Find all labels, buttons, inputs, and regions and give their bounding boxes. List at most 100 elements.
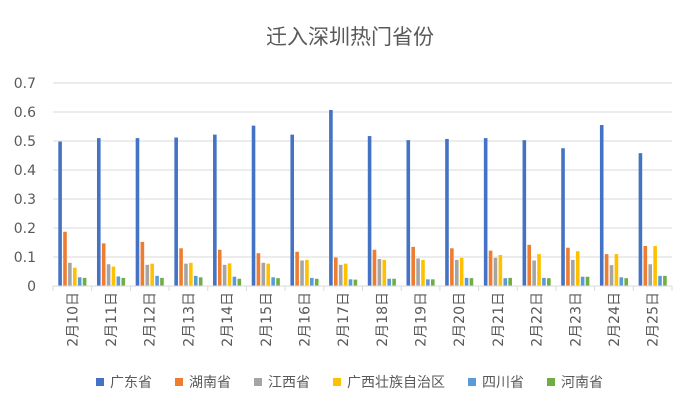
bar <box>367 136 372 286</box>
bar <box>411 246 415 286</box>
bar <box>343 263 348 286</box>
bar <box>653 245 657 286</box>
bar <box>445 138 449 286</box>
bar <box>310 277 314 286</box>
bar <box>101 243 106 286</box>
x-tick-label: 2月15日 <box>259 292 275 347</box>
bar <box>585 276 590 286</box>
legend-swatch <box>468 378 476 386</box>
bar <box>155 275 159 286</box>
bar <box>77 277 82 286</box>
bar <box>624 278 629 286</box>
bar <box>72 267 77 286</box>
x-tick-label: 2月23日 <box>568 292 584 347</box>
bar <box>377 259 382 286</box>
bar <box>193 275 198 286</box>
bar <box>382 259 387 286</box>
bar <box>174 137 178 286</box>
x-tick-label: 2月20日 <box>452 292 468 347</box>
bar <box>305 259 309 286</box>
bar <box>387 278 391 286</box>
bar <box>392 278 396 286</box>
bar <box>179 248 183 286</box>
bar <box>503 278 508 286</box>
bar <box>121 277 126 286</box>
bar <box>599 125 604 286</box>
bar <box>145 264 150 286</box>
bar <box>266 263 271 286</box>
bar <box>261 262 266 286</box>
bar <box>295 251 299 286</box>
y-tick-label: 0.4 <box>14 163 36 179</box>
bar <box>82 277 87 286</box>
bar <box>63 231 67 286</box>
bar <box>643 245 648 286</box>
bar <box>314 278 319 286</box>
bar <box>334 257 338 286</box>
bar <box>459 257 464 286</box>
bar <box>406 140 411 286</box>
y-tick-label: 0.1 <box>14 250 36 266</box>
bar <box>160 277 164 286</box>
bar <box>271 277 275 286</box>
chart-title: 迁入深圳热门省份 <box>266 25 434 49</box>
x-tick-label: 2月21日 <box>491 292 507 347</box>
bar <box>537 254 541 286</box>
x-tick-label: 2月17日 <box>336 292 352 347</box>
bar <box>300 260 304 286</box>
x-tick-label: 2月19日 <box>414 292 430 347</box>
x-tick-label: 2月12日 <box>143 292 159 347</box>
bar <box>508 277 512 286</box>
bar <box>222 264 227 286</box>
x-tick-label: 2月22日 <box>530 292 546 347</box>
bar <box>527 244 532 286</box>
bar <box>68 262 72 286</box>
bar <box>348 279 353 286</box>
bar <box>217 249 222 286</box>
bar <box>498 254 503 286</box>
y-tick-label: 0.7 <box>14 76 36 92</box>
bar <box>604 254 609 286</box>
bar <box>140 241 145 286</box>
bar <box>464 277 469 286</box>
bars <box>58 109 667 286</box>
bar <box>421 259 425 286</box>
legend-item: 湖南省 <box>175 375 231 391</box>
bar <box>276 278 280 286</box>
legend-item: 广东省 <box>96 375 152 391</box>
bar <box>111 266 116 286</box>
bar <box>454 259 459 286</box>
bar <box>256 253 261 286</box>
bar <box>290 134 295 286</box>
bar <box>184 263 188 286</box>
bar <box>189 262 193 286</box>
legend-label: 江西省 <box>268 375 310 391</box>
bar <box>416 258 420 286</box>
bar <box>58 141 62 286</box>
x-tick-label: 2月25日 <box>646 292 662 347</box>
y-tick-label: 0.3 <box>14 192 36 208</box>
bar <box>658 275 662 286</box>
legend-swatch <box>175 378 183 386</box>
bar <box>198 277 203 286</box>
bar <box>150 263 154 286</box>
bar <box>251 125 256 286</box>
bar <box>488 250 493 286</box>
legend-label: 四川省 <box>482 375 524 391</box>
y-tick-label: 0.5 <box>14 134 36 150</box>
x-tick-label: 2月24日 <box>607 292 623 347</box>
bar <box>571 259 575 286</box>
bar <box>561 148 565 286</box>
bar <box>338 264 343 286</box>
grid-lines <box>53 82 672 258</box>
legend-swatch <box>254 378 262 386</box>
x-tick-label: 2月10日 <box>65 292 81 347</box>
bar <box>232 276 237 286</box>
legend-swatch <box>547 378 555 386</box>
bar <box>609 265 614 286</box>
legend-swatch <box>96 378 104 386</box>
x-axis: 2月10日 2月11日 2月12日 2月13日 2月14日 2月15日 2月16日 2月17日… <box>52 285 673 347</box>
bar <box>547 278 551 286</box>
bar <box>575 251 580 286</box>
